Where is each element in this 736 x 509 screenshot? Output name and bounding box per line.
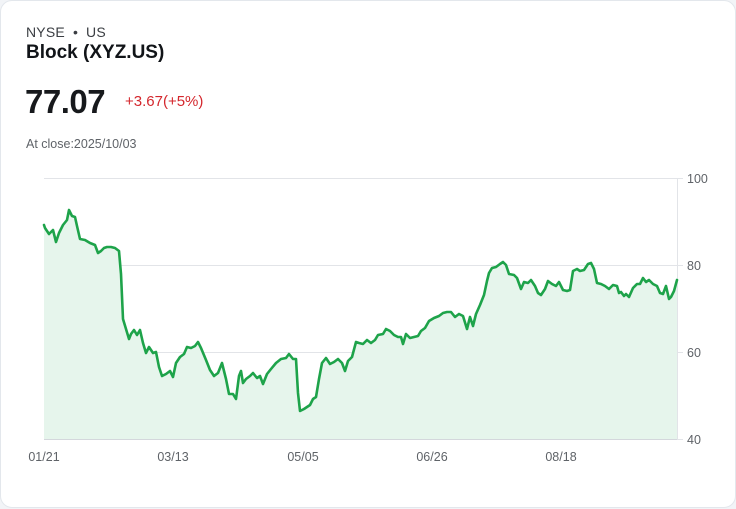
region-name: US — [86, 24, 106, 40]
x-axis-labels: 01/21 03/13 05/05 06/26 08/18 — [28, 450, 576, 464]
x-tick-0818: 08/18 — [545, 450, 576, 464]
area-fill — [44, 210, 677, 439]
close-date-label: At close:2025/10/03 — [26, 137, 137, 151]
price-change: +3.67(+5%) — [125, 93, 204, 110]
y-tick-80: 80 — [687, 259, 701, 273]
stock-price: 77.07 — [25, 83, 106, 120]
y-axis-labels: 100 80 60 40 — [687, 172, 708, 447]
y-tick-40: 40 — [687, 433, 701, 447]
price-line — [42, 208, 679, 413]
x-tick-0505: 05/05 — [287, 450, 318, 464]
x-tick-0313: 03/13 — [157, 450, 188, 464]
separator-dot: • — [72, 24, 79, 40]
y-tick-100: 100 — [687, 172, 708, 186]
x-tick-0626: 06/26 — [416, 450, 447, 464]
x-tick-0121: 01/21 — [28, 450, 59, 464]
exchange-name: NYSE — [26, 24, 65, 40]
stock-title: Block (XYZ.US) — [26, 42, 165, 63]
exchange-label: NYSE • US — [26, 24, 106, 40]
y-tick-60: 60 — [687, 346, 701, 360]
